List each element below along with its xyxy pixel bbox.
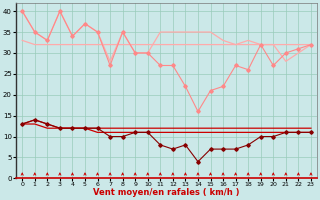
X-axis label: Vent moyen/en rafales ( km/h ): Vent moyen/en rafales ( km/h ) <box>93 188 240 197</box>
